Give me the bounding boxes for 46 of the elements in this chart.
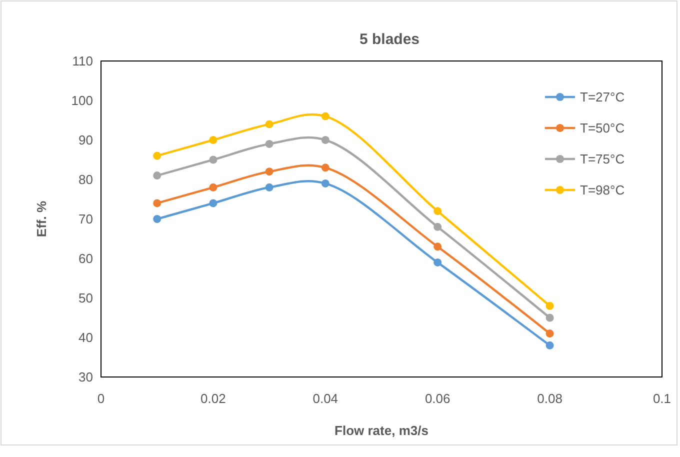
point — [321, 136, 330, 144]
y-tick-label: 80 — [78, 172, 93, 188]
x-tick-label: 0.1 — [652, 391, 672, 406]
legend-label: T=27°C — [580, 90, 625, 105]
y-tick-label: 110 — [72, 54, 93, 69]
point — [153, 199, 162, 208]
point — [546, 314, 554, 322]
point — [153, 172, 162, 180]
legend-label: T=75°C — [580, 152, 625, 167]
x-tick-label: 0.08 — [537, 391, 562, 406]
y-tick-label: 60 — [78, 251, 93, 266]
point — [153, 215, 162, 223]
point — [546, 341, 554, 350]
y-tick-label: 100 — [71, 93, 93, 108]
y-tick-label: 90 — [78, 132, 93, 148]
y-tick-label: 70 — [78, 212, 93, 227]
point — [546, 302, 554, 310]
point — [265, 140, 274, 148]
x-tick-label: 0.04 — [312, 391, 338, 406]
y-axis-title: Eff. % — [34, 200, 49, 238]
point — [209, 156, 218, 164]
point — [265, 120, 274, 128]
point — [265, 183, 274, 192]
point — [265, 168, 274, 176]
point — [546, 330, 554, 338]
point — [321, 112, 330, 120]
point — [209, 183, 218, 192]
point — [434, 222, 442, 231]
y-tick-label: 30 — [78, 370, 93, 385]
x-tick-label: 0.02 — [200, 391, 226, 406]
point — [434, 258, 442, 266]
x-axis-title: Flow rate, m3/s — [334, 423, 428, 438]
point — [434, 242, 442, 251]
point — [321, 164, 330, 172]
legend-label: T=98°C — [580, 182, 625, 198]
point — [209, 199, 218, 208]
chart-title: 5 blades — [359, 31, 420, 48]
point — [153, 152, 162, 160]
y-tick-label: 40 — [78, 330, 93, 346]
legend-label: T=50°C — [580, 120, 625, 136]
point — [209, 136, 218, 144]
y-tick-label: 50 — [78, 290, 93, 306]
point — [434, 207, 442, 216]
point — [321, 179, 330, 188]
x-tick-label: 0.06 — [424, 391, 450, 406]
x-tick-label: 0 — [97, 391, 105, 406]
